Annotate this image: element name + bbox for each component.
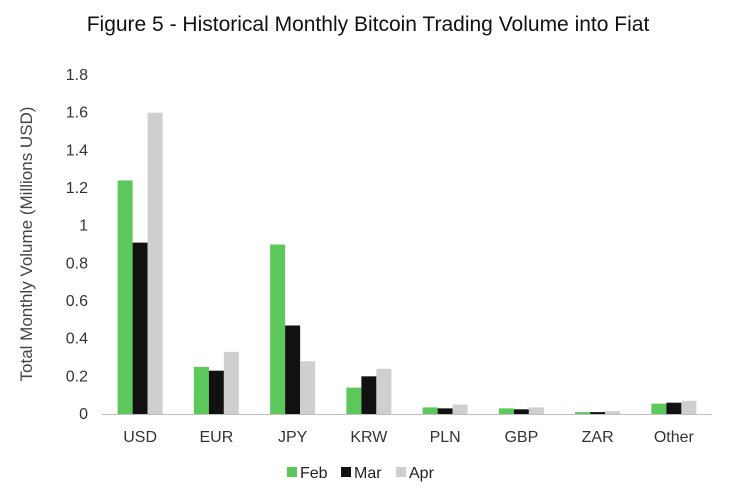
bar-mar-eur bbox=[208, 370, 224, 414]
y-tick-label: 1.6 bbox=[66, 105, 88, 122]
bar-mar-other bbox=[666, 402, 682, 414]
x-tick-label: Other bbox=[654, 429, 695, 446]
legend-label-feb: Feb bbox=[300, 465, 328, 482]
chart-title: Figure 5 - Historical Monthly Bitcoin Tr… bbox=[87, 13, 650, 36]
bar-feb-krw bbox=[346, 387, 362, 414]
y-tick-label: 1.2 bbox=[66, 180, 88, 197]
legend-swatch-mar bbox=[341, 467, 351, 477]
bar-feb-eur bbox=[193, 366, 209, 414]
legend: Feb Mar Apr bbox=[287, 465, 435, 482]
bar-apr-krw bbox=[376, 368, 392, 414]
bar-apr-eur bbox=[223, 351, 239, 414]
bar-mar-gbp bbox=[513, 409, 529, 414]
bar-apr-jpy bbox=[300, 361, 316, 414]
x-tick-label: EUR bbox=[199, 429, 233, 446]
legend-label-apr: Apr bbox=[409, 465, 435, 482]
legend-swatch-feb bbox=[287, 467, 297, 477]
y-tick-label: 0 bbox=[79, 406, 88, 423]
bar-mar-zar bbox=[590, 412, 606, 414]
bar-feb-jpy bbox=[270, 244, 286, 414]
bar-apr-zar bbox=[605, 411, 621, 414]
bar-mar-jpy bbox=[285, 325, 301, 414]
bar-feb-gbp bbox=[498, 408, 514, 414]
bars bbox=[117, 112, 697, 415]
bar-apr-gbp bbox=[528, 407, 544, 414]
legend-label-mar: Mar bbox=[354, 465, 382, 482]
bar-feb-usd bbox=[117, 180, 133, 414]
y-axis-title: Total Monthly Volume (Millions USD) bbox=[17, 107, 36, 382]
bar-feb-pln bbox=[422, 407, 438, 414]
bar-feb-other bbox=[651, 403, 667, 414]
y-tick-label: 0.4 bbox=[66, 331, 88, 348]
x-tick-label: USD bbox=[123, 429, 157, 446]
y-tick-label: 1.8 bbox=[66, 67, 88, 84]
y-tick-label: 1.4 bbox=[66, 142, 88, 159]
y-axis-ticks: 0 0.2 0.4 0.6 0.8 1 1.2 1.4 1.6 1.8 bbox=[66, 67, 88, 423]
legend-swatch-apr bbox=[396, 467, 406, 477]
y-tick-label: 0.6 bbox=[66, 293, 88, 310]
x-tick-label: PLN bbox=[430, 429, 461, 446]
x-tick-label: JPY bbox=[278, 429, 308, 446]
bar-apr-pln bbox=[452, 404, 468, 414]
bar-apr-other bbox=[681, 400, 697, 414]
bar-apr-usd bbox=[147, 112, 163, 415]
x-tick-label: KRW bbox=[350, 429, 388, 446]
bar-mar-pln bbox=[437, 408, 453, 414]
bar-mar-krw bbox=[361, 376, 377, 414]
x-tick-label: ZAR bbox=[582, 429, 614, 446]
y-tick-label: 0.8 bbox=[66, 255, 88, 272]
y-tick-label: 1 bbox=[79, 218, 88, 235]
bar-mar-usd bbox=[132, 242, 148, 414]
x-tick-label: GBP bbox=[504, 429, 538, 446]
y-tick-label: 0.2 bbox=[66, 368, 88, 385]
x-axis-ticks: USD EUR JPY KRW PLN GBP ZAR Other bbox=[123, 429, 694, 446]
bar-feb-zar bbox=[575, 412, 591, 414]
